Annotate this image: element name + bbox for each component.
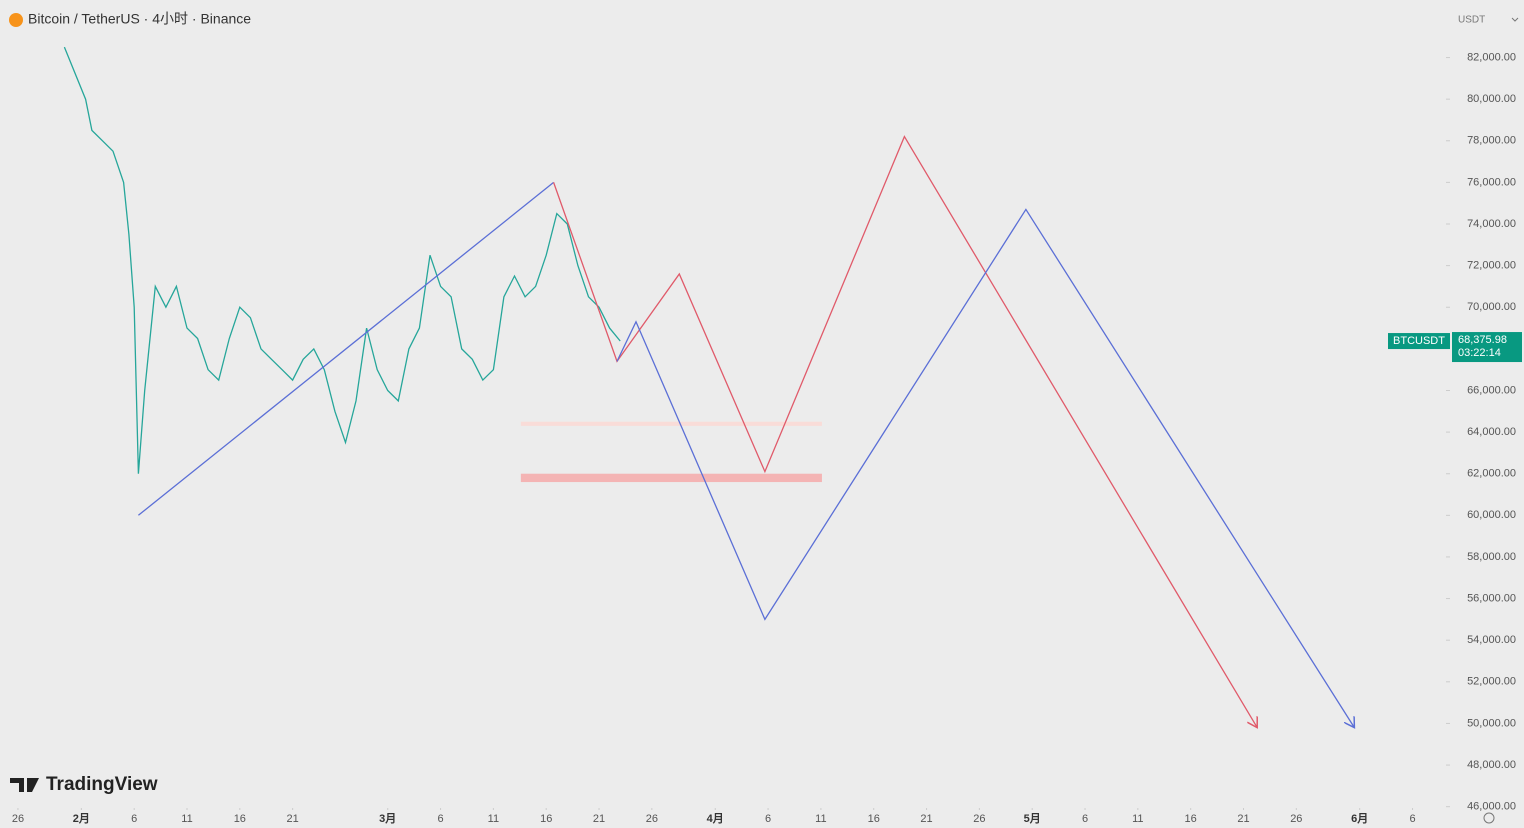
price-tag-text: 68,375.98 xyxy=(1458,334,1507,346)
y-tick-label: 78,000.00 xyxy=(1467,135,1516,147)
plot: 46,000.00 48,000.00 50,000.00 52,000.00 54,0… xyxy=(12,46,1522,825)
x-tick-label: 6 xyxy=(1409,813,1415,825)
currency-caret xyxy=(1511,17,1519,22)
y-tick-label: 58,000.00 xyxy=(1467,551,1516,563)
y-tick-label: 76,000.00 xyxy=(1467,176,1516,188)
zone xyxy=(520,473,822,483)
y-tick-label: 82,000.00 xyxy=(1467,51,1516,63)
y-tick-label: 72,000.00 xyxy=(1467,260,1516,272)
x-tick-label: 16 xyxy=(1185,813,1197,825)
y-tick-label: 56,000.00 xyxy=(1467,592,1516,604)
symbol-tag xyxy=(1388,333,1450,350)
price-tag xyxy=(1452,332,1522,363)
x-tick-label: 11 xyxy=(815,813,826,825)
x-tick-label: 21 xyxy=(1237,813,1249,825)
projection-line xyxy=(616,208,1354,727)
x-tick-label: 5月 xyxy=(1024,812,1041,825)
y-tick-label: 50,000.00 xyxy=(1467,717,1516,729)
y-tick-label: 52,000.00 xyxy=(1467,676,1516,688)
x-tick-label: 3月 xyxy=(379,812,396,825)
settings-icon[interactable] xyxy=(1483,812,1495,824)
x-tick-label: 16 xyxy=(234,813,246,825)
y-tick-label: 64,000.00 xyxy=(1467,426,1516,438)
y-tick-label: 54,000.00 xyxy=(1467,634,1516,646)
coin-icon xyxy=(9,13,23,27)
x-tick-label: 4月 xyxy=(707,812,724,825)
countdown-text: 03:22:14 xyxy=(1458,347,1501,359)
x-tick-label: 11 xyxy=(1132,813,1143,825)
x-tick-label: 2月 xyxy=(73,812,90,825)
x-tick-label: 21 xyxy=(593,813,605,825)
x-tick-label: 11 xyxy=(181,813,192,825)
symbol-tag-text: BTCUSDT xyxy=(1393,335,1445,347)
projection-line xyxy=(137,181,555,516)
y-tick-label: 70,000.00 xyxy=(1467,301,1516,313)
x-tick-label: 6月 xyxy=(1351,812,1368,825)
logo-icon xyxy=(10,778,39,792)
x-tick-label: 21 xyxy=(287,813,299,825)
x-tick-label: 6 xyxy=(131,813,137,825)
y-tick-label: 74,000.00 xyxy=(1467,218,1516,230)
x-tick-label: 6 xyxy=(1082,813,1088,825)
symbol-title[interactable]: Bitcoin / TetherUS · 4小时 · Binance xyxy=(28,11,251,27)
x-tick-label: 26 xyxy=(12,813,24,825)
y-tick-label: 46,000.00 xyxy=(1467,801,1516,813)
logo-text: TradingView xyxy=(46,774,158,795)
x-tick-label: 6 xyxy=(765,813,771,825)
y-tick-label: 80,000.00 xyxy=(1467,93,1516,105)
y-tick-label: 48,000.00 xyxy=(1467,759,1516,771)
y-tick-label: 62,000.00 xyxy=(1467,468,1516,480)
y-tick-label: 66,000.00 xyxy=(1467,384,1516,396)
price-line xyxy=(63,46,621,474)
x-tick-label: 21 xyxy=(920,813,932,825)
y-tick-label: 60,000.00 xyxy=(1467,509,1516,521)
projection-line xyxy=(552,135,1258,728)
currency[interactable]: USDT xyxy=(1458,15,1485,26)
x-tick-label: 26 xyxy=(646,813,658,825)
zone xyxy=(520,421,822,426)
x-tick-label: 26 xyxy=(1290,813,1302,825)
x-tick-label: 11 xyxy=(488,813,499,825)
x-tick-label: 16 xyxy=(868,813,880,825)
x-tick-label: 26 xyxy=(973,813,985,825)
x-tick-label: 6 xyxy=(437,813,443,825)
x-tick-label: 16 xyxy=(540,813,552,825)
